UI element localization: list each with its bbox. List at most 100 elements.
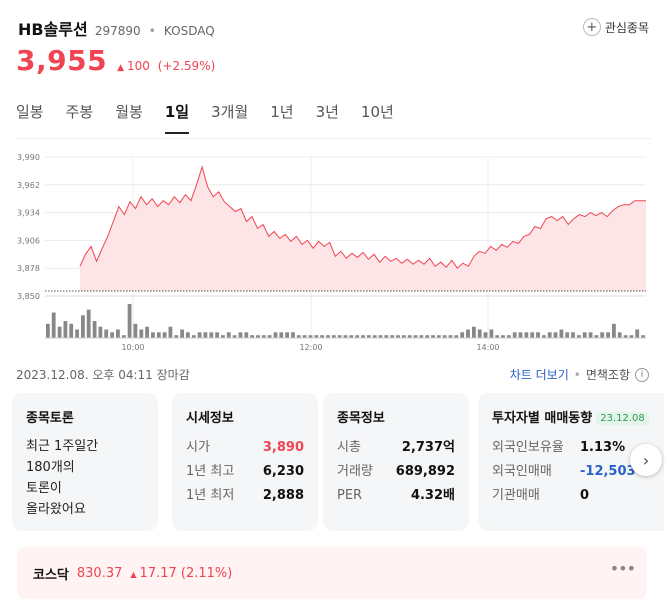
add-watchlist-button[interactable]: + 관심종목: [582, 18, 649, 36]
card-title-text: 투자자별 매매동향: [492, 411, 593, 426]
volume-bar: [221, 335, 225, 338]
volume-bar: [174, 335, 179, 338]
volume-bar: [75, 329, 79, 338]
next-cards-button[interactable]: ›: [630, 444, 662, 476]
volume-bar: [361, 335, 365, 338]
volume-bar: [226, 332, 231, 338]
volume-bar: [209, 332, 214, 338]
volume-bar: [191, 335, 196, 338]
volume-bar: [641, 335, 645, 338]
volume-bar: [139, 329, 144, 338]
volume-bar: [331, 335, 336, 338]
volume-bar: [606, 332, 610, 338]
volume-bar: [215, 332, 219, 338]
volume-bar: [69, 323, 74, 338]
intraday-price-chart[interactable]: 3,990 3,962 3,934 3,906 3,878 3,850 10:00 12:00…: [10, 146, 650, 356]
plus-icon: +: [582, 18, 601, 36]
volume-bar: [407, 335, 412, 338]
chart-meta: 2023.12.08. 오후 04:11 장마감 차트 더보기 • 면책조항 i: [16, 366, 649, 384]
discussion-line: 올라왔어요: [26, 502, 86, 517]
volume-bar: [86, 309, 91, 338]
volume-bar: [378, 335, 383, 338]
index-summary[interactable]: 코스닥 830.37 ▲ 17.17 (2.11%) •••: [17, 547, 647, 599]
volume-bar: [582, 332, 587, 338]
disclaimer-link[interactable]: 면책조항: [585, 368, 630, 382]
stock-header: HB솔루션 297890 • KOSDAQ + 관심종목: [18, 16, 649, 46]
row-label: PER: [337, 488, 363, 503]
volume-bar: [512, 332, 517, 338]
volume-bar: [442, 335, 447, 338]
row-value: 689,892: [395, 464, 455, 479]
info-cards: 종목토론 최근 1주일간 180개의 토론이 올라왔어요 시세정보 시가 3,8…: [12, 393, 664, 531]
volume-bar: [617, 332, 622, 338]
card-title: 시세정보: [186, 411, 234, 426]
volume-bar: [612, 323, 616, 338]
volume-bar: [320, 335, 324, 338]
volume-bar: [577, 335, 581, 338]
volume-bar: [401, 335, 406, 338]
volume-bar: [116, 329, 120, 338]
volume-bar: [156, 332, 161, 338]
stock-code: 297890: [94, 24, 141, 38]
volume-bar: [343, 335, 348, 338]
tab-monthly[interactable]: 월봉: [115, 103, 143, 121]
volume-bar: [285, 332, 289, 338]
volume-bar: [483, 332, 488, 338]
tab-3months[interactable]: 3개월: [211, 103, 249, 121]
per-row: PER 4.32배: [337, 484, 455, 508]
card-title: 종목토론: [26, 411, 74, 426]
tab-1year[interactable]: 1년: [270, 103, 294, 121]
row-value: 6,230: [262, 464, 304, 479]
index-name: 코스닥: [33, 567, 69, 583]
up-triangle-icon: ▲: [117, 63, 124, 73]
year-high-row: 1년 최고 6,230: [186, 460, 304, 484]
volume-bar: [92, 321, 97, 338]
tab-daily[interactable]: 일봉: [16, 103, 44, 121]
price-row: 3,955 ▲ 100 (+2.59%): [16, 44, 215, 77]
tab-weekly[interactable]: 주봉: [65, 103, 94, 121]
tab-10years[interactable]: 10년: [360, 103, 394, 121]
volume-bar: [261, 335, 266, 338]
tab-3years[interactable]: 3년: [315, 103, 339, 121]
year-low-row: 1년 최저 2,888: [186, 484, 304, 508]
volume-bar: [197, 332, 202, 338]
index-change: ▲ 17.17 (2.11%): [130, 566, 232, 581]
tab-1day[interactable]: 1일: [164, 101, 190, 134]
market-close-time: 2023.12.08. 오후 04:11 장마감: [16, 368, 190, 382]
volume-bar: [419, 335, 424, 338]
separator-dot: •: [573, 367, 581, 382]
volume-bar: [186, 332, 190, 338]
market-cap-row: 시총 2,737억: [337, 436, 455, 460]
y-tick-label: 3,850: [17, 292, 40, 301]
price-line: [79, 165, 646, 269]
volume-bar: [250, 335, 254, 338]
row-label: 1년 최고: [186, 464, 235, 479]
stock-info-card[interactable]: 종목정보 시총 2,737억 거래량 689,892 PER 4.32배: [323, 393, 469, 531]
volume-bar: [518, 332, 523, 338]
row-value: 2,737억: [401, 440, 455, 455]
more-options-icon[interactable]: •••: [609, 559, 636, 578]
volume-bar: [547, 332, 552, 338]
volume-bar: [133, 323, 138, 338]
up-triangle-icon: ▲: [130, 569, 137, 579]
row-label: 기관매매: [492, 488, 540, 503]
volume-bar: [460, 332, 465, 338]
volume-bar: [232, 335, 237, 338]
x-tick-label: 12:00: [299, 343, 322, 352]
period-tabs: 일봉 주봉 월봉 1일 3개월 1년 3년 10년: [16, 101, 416, 134]
row-value: -12,503: [580, 464, 636, 479]
discussion-card[interactable]: 종목토론 최근 1주일간 180개의 토론이 올라왔어요: [12, 393, 158, 531]
volume-bar: [291, 332, 295, 338]
volume-bar: [145, 326, 149, 338]
volume-bar: [477, 329, 482, 338]
volume-bar: [372, 335, 377, 338]
volume-bar: [279, 332, 284, 338]
info-icon[interactable]: i: [635, 367, 649, 382]
chevron-right-icon: ›: [642, 450, 650, 470]
volume-bar: [121, 335, 126, 338]
volume-bar: [366, 335, 371, 338]
chart-more-link[interactable]: 차트 더보기: [509, 368, 569, 382]
market-info-card[interactable]: 시세정보 시가 3,890 1년 최고 6,230 1년 최저 2,888: [172, 393, 318, 531]
index-change-text: 17.17 (2.11%): [139, 565, 233, 581]
price-change: ▲ 100 (+2.59%): [117, 59, 215, 73]
